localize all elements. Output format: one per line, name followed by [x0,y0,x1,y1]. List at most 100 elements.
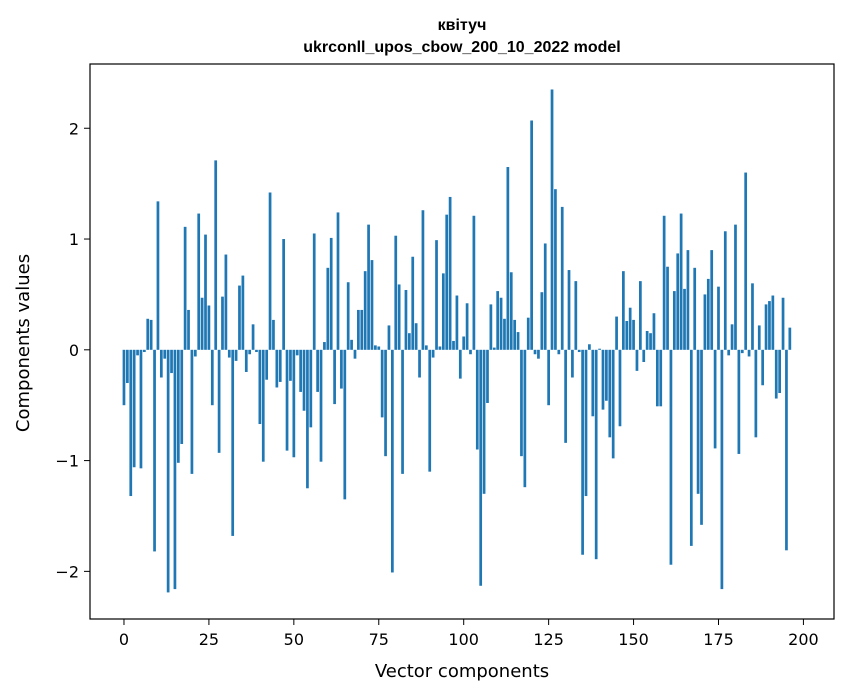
bar [411,256,415,350]
bar [244,349,248,372]
bar [435,240,438,350]
bar [734,224,737,350]
bar [608,349,612,438]
bar [278,349,282,382]
bar [268,192,272,350]
bar [458,349,462,379]
bars-group [122,89,792,593]
bar [706,278,710,350]
bar [571,349,574,378]
bar [210,349,214,406]
bar [448,196,452,350]
bar [472,215,476,350]
bar [666,266,669,350]
bar [509,272,513,350]
bar [193,349,197,357]
bar [754,349,758,438]
bar [231,349,235,536]
y-tick-label: 0 [69,341,79,360]
bar [693,267,697,350]
bar [302,349,306,411]
bar [703,294,707,350]
bar [183,226,187,350]
bar [214,160,218,350]
y-tick-label: −1 [55,452,79,471]
bar [635,349,639,371]
bar [350,339,353,350]
bar [299,349,302,392]
bar [139,349,143,469]
bar [751,283,754,350]
bar [781,297,785,350]
bar [224,254,228,350]
bar [662,215,666,350]
bar [357,309,360,350]
bar [564,349,567,443]
bar [567,270,571,350]
bar [360,309,364,350]
bar [598,348,601,350]
bar [560,206,564,350]
bar [122,349,126,406]
x-tick-label: 150 [618,630,649,649]
bar [227,349,231,358]
bar [700,349,703,525]
bar [526,317,530,350]
bar [679,213,683,350]
bar [537,349,540,359]
x-tick-label: 100 [448,630,479,649]
x-axis-ticks: 0 25 50 75 100 125 150 175 200 [119,619,819,649]
y-tick-label: −2 [55,562,79,581]
bar [126,349,129,384]
bar [397,284,401,350]
bar [492,347,496,350]
x-axis-label: Vector components [375,661,549,682]
y-axis-label: Components values [13,254,34,432]
bar [655,349,659,407]
bar [316,349,319,392]
bar [686,250,690,350]
bar [326,267,330,350]
x-tick-label: 125 [533,630,564,649]
bar [136,349,139,356]
bar [554,189,557,350]
bar [380,349,384,418]
bar [329,237,333,350]
bar [370,260,374,350]
bar [499,297,503,350]
chart-subtitle: ukrconll_upos_cbow_200_10_2022 model [303,39,620,56]
bar [414,323,418,350]
bar [241,275,245,350]
bar [696,349,700,494]
bar [557,349,561,355]
bar [441,273,445,350]
bar [255,349,258,353]
bar [737,349,741,454]
bar [424,345,428,350]
bar [771,295,775,350]
bar [503,318,506,350]
bar [550,89,554,350]
bar [717,286,720,350]
bar [336,212,340,350]
bar [363,271,367,350]
bar [272,319,275,350]
bar [475,349,479,450]
bar [720,349,724,590]
bar [747,349,751,357]
plot-frame [89,63,835,620]
bar [676,253,680,350]
bar [540,292,544,350]
bar [632,319,635,350]
bar [479,349,483,586]
bar [176,349,180,463]
bar [516,332,520,350]
x-tick-label: 25 [199,630,219,649]
bar [574,281,578,350]
bar [727,349,731,356]
bar [374,345,377,350]
bar [306,349,309,489]
bar [778,349,781,394]
bar [591,349,595,417]
bar [343,349,347,500]
